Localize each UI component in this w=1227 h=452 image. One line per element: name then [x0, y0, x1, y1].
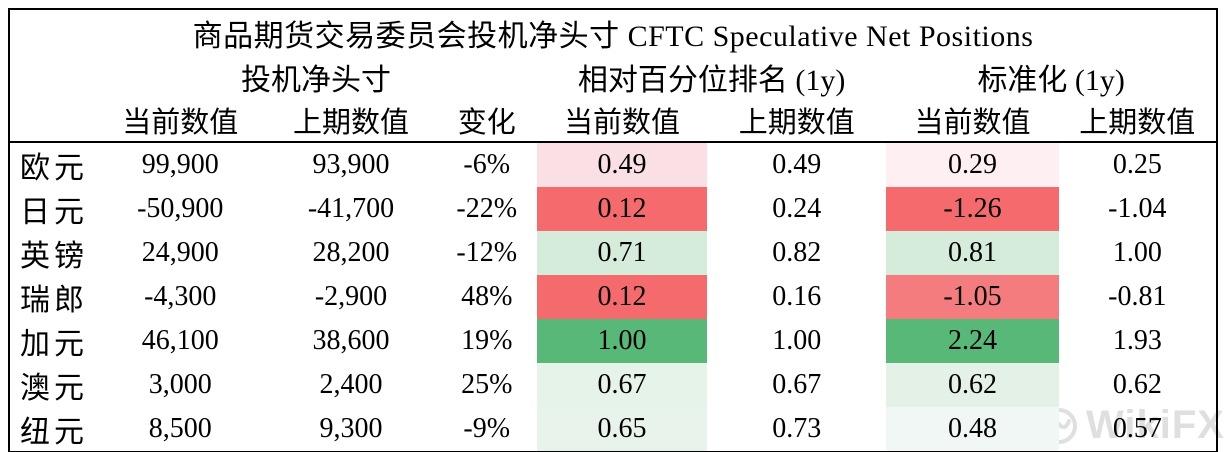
pct-current-cell: 0.71 — [536, 231, 708, 275]
spec-previous-cell: -2,900 — [314, 281, 388, 312]
pct-previous-cell: 0.24 — [772, 193, 822, 224]
subheader-spec-previous: 上期数值 — [265, 99, 437, 143]
pct-current-cell: 0.49 — [536, 142, 708, 187]
currency-label: 纽元 — [20, 416, 88, 449]
spec-previous-cell: -41,700 — [307, 193, 395, 224]
group-header-relative-percentile-1y: 相对百分位排名 (1y) — [577, 64, 846, 97]
table-row-eur: 欧元 99,900 93,900 -6% 0.49 0.49 0.29 0.25 — [9, 142, 1217, 187]
group-header-standardized-1y: 标准化 (1y) — [977, 64, 1125, 97]
group-spacer — [9, 55, 95, 99]
std-previous-cell: 1.93 — [1112, 325, 1162, 356]
subheader-spacer — [9, 99, 96, 143]
std-current-cell: 2.24 — [886, 319, 1059, 363]
change-cell: 19% — [461, 325, 513, 356]
currency-label: 澳元 — [20, 372, 88, 405]
subheader-pct-current: 当前数值 — [536, 99, 708, 143]
spec-previous-cell: 9,300 — [319, 413, 383, 444]
std-current-cell: 0.48 — [886, 407, 1059, 452]
pct-previous-cell: 0.67 — [772, 369, 822, 400]
std-current-cell: 0.62 — [886, 363, 1059, 407]
std-previous-cell: -0.81 — [1108, 281, 1167, 312]
currency-label: 欧元 — [20, 152, 88, 185]
table-row-chf: 瑞郎 -4,300 -2,900 48% 0.12 0.16 -1.05 -0.… — [9, 275, 1217, 319]
spec-current-cell: 24,900 — [141, 237, 219, 268]
pct-current-cell: 0.12 — [536, 275, 708, 319]
currency-label: 瑞郎 — [20, 284, 88, 317]
change-cell: 25% — [461, 369, 513, 400]
spec-current-cell: 46,100 — [141, 325, 219, 356]
currency-label: 日元 — [20, 196, 88, 229]
pct-current-cell: 0.65 — [536, 407, 708, 452]
title-row: 商品期货交易委员会投机净头寸 CFTC Speculative Net Posi… — [9, 9, 1217, 55]
change-cell: -12% — [456, 237, 518, 268]
std-previous-cell: 0.57 — [1112, 413, 1162, 444]
page-title: 商品期货交易委员会投机净头寸 CFTC Speculative Net Posi… — [192, 19, 1034, 53]
subheader-row: 当前数值 上期数值 变化 当前数值 上期数值 当前数值 上期数值 — [9, 99, 1217, 143]
std-previous-cell: 0.25 — [1112, 149, 1162, 180]
subheader-std-current: 当前数值 — [886, 99, 1059, 143]
subheader-std-previous: 上期数值 — [1058, 99, 1217, 143]
spec-previous-cell: 2,400 — [319, 369, 383, 400]
std-current-cell: -1.05 — [886, 275, 1059, 319]
table-row-aud: 澳元 3,000 2,400 25% 0.67 0.67 0.62 0.62 — [9, 363, 1217, 407]
currency-label: 加元 — [20, 328, 88, 361]
subheader-change: 变化 — [436, 99, 537, 143]
spec-current-cell: 3,000 — [148, 369, 212, 400]
cftc-positions-table: 商品期货交易委员会投机净头寸 CFTC Speculative Net Posi… — [8, 8, 1218, 452]
std-current-cell: 0.29 — [886, 142, 1059, 187]
std-current-cell: -1.26 — [886, 187, 1059, 231]
std-current-cell: 0.81 — [886, 231, 1059, 275]
table-row-cad: 加元 46,100 38,600 19% 1.00 1.00 2.24 1.93 — [9, 319, 1217, 363]
change-cell: -9% — [463, 413, 511, 444]
std-previous-cell: 1.00 — [1112, 237, 1162, 268]
change-cell: 48% — [461, 281, 513, 312]
pct-previous-cell: 1.00 — [772, 325, 822, 356]
column-group-row: 投机净头寸 相对百分位排名 (1y) 标准化 (1y) — [9, 55, 1217, 99]
pct-previous-cell: 0.82 — [772, 237, 822, 268]
spec-current-cell: -50,900 — [137, 193, 224, 224]
group-header-speculative-net-positions: 投机净头寸 — [240, 64, 391, 97]
pct-previous-cell: 0.16 — [772, 281, 822, 312]
table-row-gbp: 英镑 24,900 28,200 -12% 0.71 0.82 0.81 1.0… — [9, 231, 1217, 275]
pct-current-cell: 0.12 — [536, 187, 708, 231]
pct-previous-cell: 0.73 — [772, 413, 822, 444]
spec-previous-cell: 38,600 — [312, 325, 390, 356]
table-row-nzd: 纽元 8,500 9,300 -9% 0.65 0.73 0.48 0.57 — [9, 407, 1217, 452]
pct-current-cell: 1.00 — [536, 319, 708, 363]
spec-current-cell: -4,300 — [144, 281, 217, 312]
watermark-label: WikiFX — [1086, 403, 1225, 447]
std-previous-cell: 0.62 — [1112, 369, 1162, 400]
std-previous-cell: -1.04 — [1108, 193, 1167, 224]
pct-current-cell: 0.67 — [536, 363, 708, 407]
spec-current-cell: 8,500 — [148, 413, 212, 444]
pct-previous-cell: 0.49 — [772, 149, 822, 180]
subheader-spec-current: 当前数值 — [95, 99, 266, 143]
currency-label: 英镑 — [20, 240, 88, 273]
change-cell: -6% — [463, 149, 511, 180]
table-row-jpy: 日元 -50,900 -41,700 -22% 0.12 0.24 -1.26 … — [9, 187, 1217, 231]
subheader-pct-previous: 上期数值 — [707, 99, 887, 143]
change-cell: -22% — [456, 193, 518, 224]
spec-current-cell: 99,900 — [141, 149, 219, 180]
spec-previous-cell: 93,900 — [312, 149, 390, 180]
watermark: WikiFX — [1040, 403, 1225, 448]
spec-previous-cell: 28,200 — [312, 237, 390, 268]
